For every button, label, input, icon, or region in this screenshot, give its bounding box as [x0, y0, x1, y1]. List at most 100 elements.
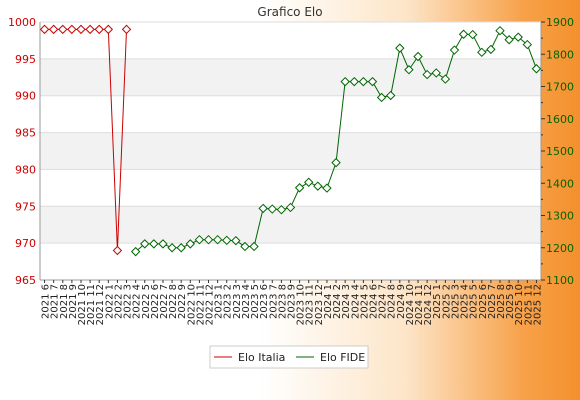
data-point — [385, 90, 396, 101]
legend-label-italia: Elo Italia — [238, 351, 285, 364]
data-point — [112, 245, 123, 256]
data-point — [240, 241, 250, 252]
data-point — [285, 202, 296, 213]
data-point — [294, 183, 305, 193]
x-tick-label: 2021 12 — [95, 284, 106, 325]
x-tick-label: 2021 6 — [41, 284, 52, 319]
data-point — [340, 76, 350, 87]
x-tick-label: 2025 8 — [496, 284, 507, 319]
x-tick-label: 2021 7 — [50, 284, 61, 319]
data-point — [513, 32, 523, 42]
x-tick-label: 2025 11 — [523, 284, 534, 325]
data-point — [449, 45, 460, 55]
data-point — [76, 24, 86, 35]
left-tick-label: 985 — [15, 127, 36, 140]
right-tick-label: 1900 — [546, 16, 574, 29]
data-point — [249, 241, 259, 252]
x-tick-label: 2022 11 — [195, 284, 206, 325]
data-point — [376, 92, 387, 103]
x-tick-label: 2021 11 — [86, 284, 97, 325]
series-fide — [130, 26, 542, 257]
x-tick-label: 2024 9 — [396, 284, 407, 319]
data-point — [67, 24, 77, 35]
x-tick-label: 2024 10 — [405, 284, 416, 325]
x-tick-label: 2022 6 — [150, 284, 161, 319]
x-tick-label: 2025 12 — [532, 284, 543, 325]
data-point — [176, 243, 186, 253]
left-tick-label: 995 — [15, 53, 36, 66]
x-tick-label: 2024 2 — [332, 284, 343, 319]
data-point — [158, 239, 168, 249]
x-tick-label: 2025 6 — [478, 284, 489, 319]
x-tick-label: 2024 5 — [359, 284, 370, 319]
x-tick-label: 2024 4 — [350, 284, 361, 319]
data-point — [486, 44, 496, 55]
data-point — [413, 51, 423, 62]
x-tick-label: 2021 9 — [68, 284, 79, 319]
data-point — [222, 235, 232, 246]
legend-box — [209, 345, 369, 369]
right-tick-label: 1600 — [546, 113, 574, 126]
x-tick-label: 2021 8 — [59, 284, 70, 319]
data-point — [404, 65, 414, 75]
data-point — [39, 24, 50, 35]
x-tick-label: 2024 1 — [323, 284, 334, 319]
left-tick-label: 970 — [15, 237, 36, 250]
x-tick-label: 2025 10 — [514, 284, 525, 325]
x-tick-label: 2023 8 — [277, 284, 288, 319]
data-point — [495, 26, 505, 36]
data-point — [258, 203, 268, 214]
x-tick-label: 2023 1 — [214, 284, 225, 319]
data-point — [358, 76, 369, 87]
data-point — [431, 68, 441, 78]
legend: Elo Italia Elo FIDE — [209, 345, 369, 369]
x-tick-label: 2025 2 — [441, 284, 452, 319]
data-point — [276, 204, 287, 215]
data-point — [522, 39, 533, 50]
x-tick-label: 2025 4 — [460, 284, 471, 319]
x-tick-label: 2023 5 — [250, 284, 261, 319]
x-tick-label: 2025 7 — [487, 284, 498, 319]
data-point — [322, 183, 332, 193]
x-tick-label: 2022 12 — [205, 284, 216, 325]
left-tick-label: 1000 — [8, 16, 36, 29]
series-layer — [39, 24, 542, 257]
x-tick-label: 2022 2 — [113, 284, 124, 319]
right-tick-label: 1400 — [546, 177, 574, 190]
x-tick-label: 2024 8 — [387, 284, 398, 319]
x-tick-label: 2023 12 — [314, 284, 325, 325]
right-tick-label: 1200 — [546, 242, 574, 255]
x-tick-label: 2023 11 — [305, 284, 316, 325]
x-tick-label: 2022 10 — [186, 284, 197, 325]
x-tick-label: 2023 9 — [287, 284, 298, 319]
plot-band — [40, 206, 541, 244]
data-point — [304, 177, 314, 187]
x-tick-label: 2024 6 — [368, 284, 379, 319]
data-point — [48, 24, 59, 35]
x-tick-label: 2022 4 — [132, 284, 143, 319]
data-point — [194, 234, 205, 245]
right-tick-label: 1500 — [546, 145, 574, 158]
data-point — [458, 29, 469, 39]
right-tick-label: 1700 — [546, 81, 574, 94]
x-tick-label: 2022 1 — [104, 284, 115, 319]
data-point — [85, 24, 95, 35]
x-tick-label: 2022 5 — [141, 284, 152, 319]
left-tick-label: 990 — [15, 90, 36, 103]
data-point — [477, 47, 487, 58]
data-point — [167, 243, 177, 253]
data-point — [367, 76, 378, 87]
x-tick-label: 2023 6 — [259, 284, 270, 319]
plot-background — [40, 22, 541, 280]
data-point — [504, 35, 514, 45]
data-point — [212, 234, 223, 245]
data-point — [130, 246, 141, 257]
x-tick-label: 2023 3 — [232, 284, 243, 319]
left-tick-label: 975 — [15, 200, 36, 213]
x-tick-label: 2025 5 — [469, 284, 480, 319]
x-tick-label: 2024 12 — [423, 284, 434, 325]
x-tick-label: 2023 4 — [241, 284, 252, 319]
left-tick-label: 980 — [15, 163, 36, 176]
